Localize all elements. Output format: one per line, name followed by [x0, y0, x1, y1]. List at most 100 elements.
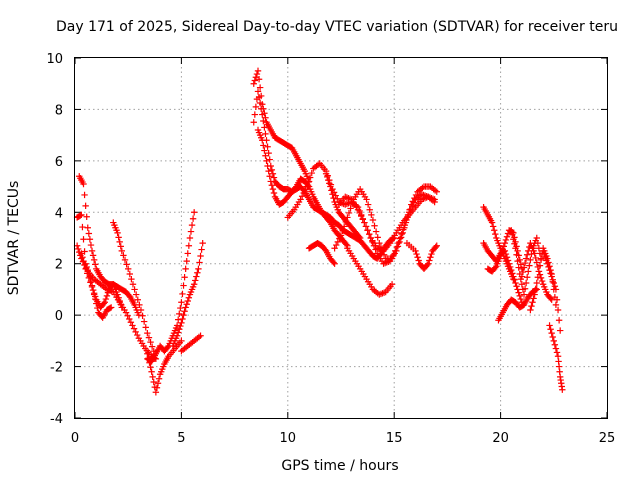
data-point: [411, 194, 418, 202]
data-point: [328, 187, 335, 194]
data-point: [114, 229, 121, 237]
y-axis-label: SDTVAR / TECUs: [6, 181, 22, 296]
data-point: [342, 218, 349, 226]
data-point: [74, 245, 82, 253]
data-point: [398, 230, 405, 238]
data-point: [126, 315, 133, 323]
data-point: [530, 295, 537, 302]
data-point: [518, 281, 526, 288]
data-point: [527, 256, 534, 264]
data-point: [144, 329, 151, 337]
data-point: [512, 245, 519, 252]
data-point: [502, 236, 510, 244]
data-point: [252, 103, 260, 111]
data-point: [255, 94, 263, 101]
data-point: [413, 250, 420, 258]
data-point: [552, 286, 560, 293]
data-point: [550, 337, 557, 345]
series-arc28: [546, 322, 566, 393]
data-point: [80, 236, 87, 243]
data-point: [412, 247, 419, 255]
data-point: [546, 266, 553, 274]
data-point: [347, 205, 354, 212]
data-point: [87, 279, 94, 286]
data-point: [197, 332, 204, 339]
x-tick-label: 15: [386, 431, 403, 446]
data-point: [532, 254, 539, 262]
data-point: [90, 256, 98, 264]
data-point: [330, 259, 337, 266]
data-point: [396, 235, 404, 242]
data-point: [412, 191, 420, 199]
data-point: [339, 227, 346, 235]
data-point: [196, 259, 203, 266]
data-point: [78, 211, 85, 219]
y-tick-label: -2: [50, 361, 63, 376]
data-point: [104, 289, 112, 296]
x-tick-label: 25: [599, 431, 616, 446]
data-point: [264, 162, 271, 170]
data-point: [372, 228, 380, 235]
data-point: [515, 289, 522, 296]
data-point: [188, 221, 196, 229]
series-arc26: [527, 245, 560, 314]
data-point: [426, 257, 433, 264]
data-point: [260, 142, 267, 149]
data-point: [251, 77, 259, 84]
data-point: [510, 236, 517, 243]
data-point: [551, 341, 559, 348]
data-point: [510, 273, 517, 280]
data-point: [84, 224, 91, 231]
data-point: [148, 368, 155, 375]
data-point: [179, 290, 186, 298]
series-arc1: [73, 242, 160, 363]
data-point: [180, 282, 187, 289]
data-point: [521, 259, 529, 267]
data-point: [379, 290, 386, 297]
data-point: [189, 215, 197, 222]
data-point: [322, 170, 330, 177]
data-point: [550, 279, 557, 287]
data-point: [500, 243, 507, 250]
data-point: [369, 216, 377, 224]
data-point: [100, 300, 107, 307]
data-point: [130, 325, 138, 332]
x-tick-label: 10: [280, 431, 297, 446]
data-point: [181, 274, 188, 281]
data-point: [81, 191, 88, 199]
data-point: [533, 259, 540, 266]
data-point: [79, 223, 86, 231]
data-point: [176, 326, 183, 333]
data-point: [414, 254, 421, 261]
data-point: [106, 304, 114, 312]
data-point: [173, 322, 181, 329]
data-point: [178, 337, 185, 345]
data-point: [122, 309, 130, 316]
data-point: [521, 285, 529, 292]
data-point: [102, 295, 110, 303]
data-point: [343, 241, 350, 248]
data-point: [549, 333, 556, 341]
series-arc14: [305, 239, 338, 267]
y-tick-label: 0: [55, 309, 63, 324]
data-point: [178, 299, 185, 306]
data-point: [329, 191, 336, 198]
data-point: [534, 274, 542, 281]
data-point: [260, 117, 267, 125]
data-point: [542, 254, 549, 261]
y-tick-label: 6: [55, 155, 63, 170]
data-point: [488, 219, 496, 226]
data-point: [547, 270, 554, 277]
data-point: [78, 250, 85, 257]
data-point: [265, 167, 272, 175]
data-point: [155, 375, 163, 382]
data-point: [134, 296, 141, 303]
data-point: [193, 273, 200, 280]
data-point: [498, 249, 505, 256]
data-point: [82, 265, 89, 273]
data-point: [190, 209, 198, 216]
data-point: [182, 304, 189, 311]
data-point: [164, 344, 171, 351]
data-point: [90, 290, 98, 297]
series-arc10: [250, 67, 313, 185]
